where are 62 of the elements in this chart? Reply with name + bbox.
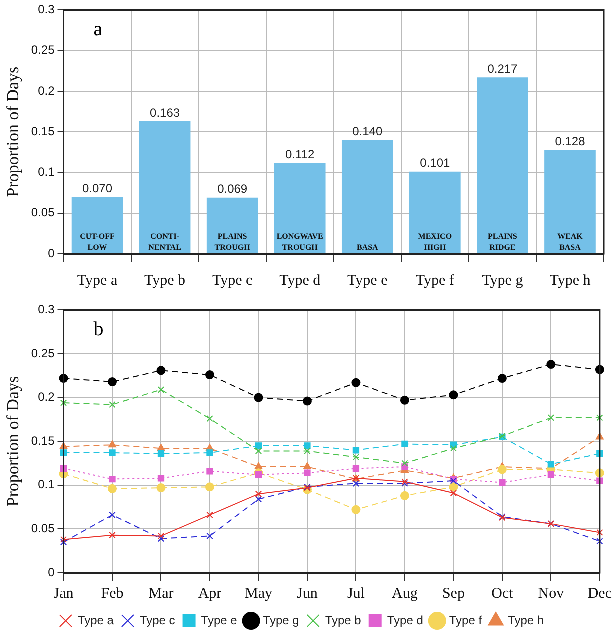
annotation: PLAINS TROUGH bbox=[214, 232, 252, 252]
x-tick-label: Type e bbox=[348, 272, 388, 289]
y-tick-label: 0 bbox=[48, 565, 56, 580]
y-tick-label: 0 bbox=[48, 246, 56, 260]
data-label: 0.069 bbox=[218, 182, 248, 196]
y-tick-label: 0.3 bbox=[38, 302, 56, 317]
data-label: 0.070 bbox=[82, 181, 113, 196]
x-tick-label: Type g bbox=[482, 272, 524, 289]
y-tick-label: 0.25 bbox=[31, 346, 56, 360]
data-label: 0.112 bbox=[286, 147, 316, 162]
y-tick-label: 0.15 bbox=[31, 124, 56, 138]
x-tick-label: Jul bbox=[347, 586, 365, 602]
legend-label: Type a bbox=[78, 613, 114, 628]
x-tick-label: Jan bbox=[54, 586, 74, 602]
x-tick-label: Type d bbox=[280, 272, 322, 289]
x-tick-label: Feb bbox=[101, 586, 124, 602]
x-tick-label: Type b bbox=[144, 272, 186, 289]
y-axis-title: Proportion of Days bbox=[4, 66, 23, 198]
y-tick-label: 0.05 bbox=[31, 206, 56, 220]
x-tick-label: May bbox=[244, 586, 273, 602]
x-tick-label: Sep bbox=[442, 586, 465, 602]
annotation: WEAK BASA bbox=[558, 232, 584, 252]
annotation: PLAINS RIDGE bbox=[488, 232, 518, 252]
x-tick-label: Aug bbox=[392, 586, 418, 602]
y-tick-label: 0.15 bbox=[31, 434, 56, 448]
y-tick-label: 0.3 bbox=[38, 2, 56, 17]
annotation: a bbox=[94, 18, 103, 40]
y-tick-label: 0.1 bbox=[38, 478, 56, 492]
x-tick-label: Type h bbox=[550, 272, 592, 289]
annotation: MEXICO HIGH bbox=[418, 232, 452, 252]
annotation: CUT-OFF LOW bbox=[80, 232, 116, 252]
legend-label: Type h bbox=[508, 613, 544, 628]
y-tick-label: 0.2 bbox=[38, 84, 56, 98]
y-tick-label: 0.1 bbox=[38, 165, 56, 180]
x-tick-label: Dec bbox=[588, 586, 612, 602]
annotation: BASA bbox=[356, 243, 379, 252]
legend-label: Type g bbox=[263, 613, 300, 628]
x-tick-label: Type c bbox=[212, 272, 254, 289]
y-axis-title: Proportion of Days bbox=[4, 376, 23, 507]
x-tick-label: Apr bbox=[198, 586, 222, 602]
annotation: b bbox=[94, 318, 104, 340]
legend-label: Type f bbox=[449, 613, 483, 628]
data-label: 0.101 bbox=[420, 156, 451, 170]
x-tick-label: Nov bbox=[538, 586, 565, 602]
legend-label: Type c bbox=[140, 613, 176, 628]
legend-label: Type b bbox=[325, 613, 362, 628]
data-label: 0.128 bbox=[555, 134, 586, 148]
x-tick-label: Oct bbox=[492, 586, 514, 602]
data-label: 0.140 bbox=[352, 124, 383, 139]
y-tick-label: 0.25 bbox=[31, 43, 56, 58]
x-tick-label: Jun bbox=[297, 586, 318, 602]
data-label: 0.163 bbox=[150, 106, 180, 120]
x-tick-label: Mar bbox=[148, 586, 174, 602]
y-tick-label: 0.2 bbox=[38, 390, 56, 404]
data-label: 0.217 bbox=[488, 62, 518, 76]
legend-label: Type e bbox=[201, 613, 238, 628]
x-tick-label: Type a bbox=[77, 272, 118, 289]
y-tick-label: 0.05 bbox=[31, 522, 56, 536]
annotation: CONTI- NENTAL bbox=[148, 232, 182, 252]
x-tick-label: Type f bbox=[416, 272, 454, 289]
annotation: LONGWAVE TROUGH bbox=[276, 232, 324, 252]
legend-label: Type d bbox=[387, 613, 424, 628]
